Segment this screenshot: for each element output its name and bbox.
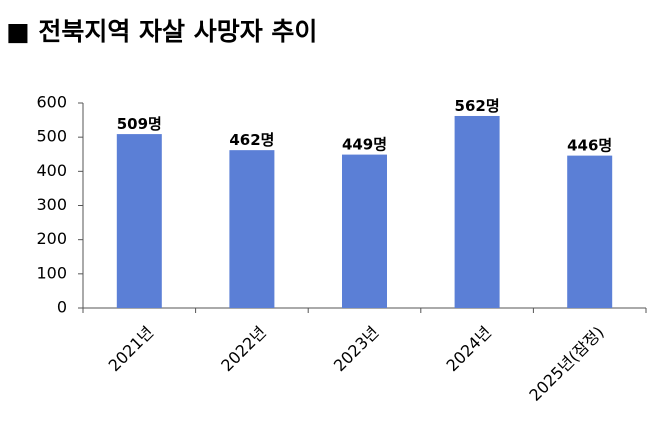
- value-label: 462명: [229, 131, 274, 149]
- chart-title: ■ 전북지역 자살 사망자 추이: [6, 17, 317, 46]
- bar: [567, 155, 613, 308]
- y-tick-label: 0: [57, 298, 67, 317]
- x-tick-label: 2023년: [330, 323, 383, 376]
- y-tick-label: 200: [36, 229, 67, 248]
- value-label: 446명: [567, 137, 612, 155]
- value-label: 509명: [117, 115, 162, 133]
- y-tick-label: 300: [36, 195, 67, 214]
- bar: [342, 154, 387, 308]
- y-tick-label: 500: [36, 127, 67, 146]
- y-tick-label: 400: [36, 161, 67, 180]
- x-tick-label: 2024년: [442, 323, 495, 376]
- bar: [454, 115, 500, 308]
- x-tick-label: 2021년: [105, 323, 158, 376]
- y-tick-label: 100: [36, 263, 67, 282]
- bar: [116, 134, 162, 308]
- value-label: 449명: [342, 136, 387, 154]
- value-label: 562명: [455, 97, 500, 115]
- bar: [229, 150, 275, 308]
- x-tick-label: 2025년(잠정): [525, 323, 607, 405]
- y-tick-label: 600: [36, 93, 67, 112]
- x-tick-label: 2022년: [217, 323, 270, 376]
